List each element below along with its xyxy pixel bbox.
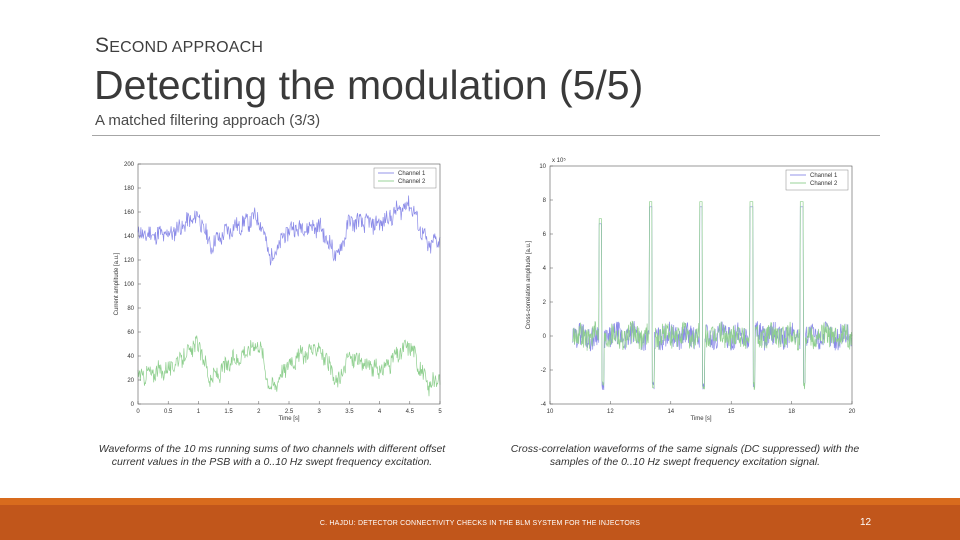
x-tick-label: 14 [667,409,674,415]
kicker-rest: ECOND APPROACH [109,39,264,56]
x-tick-label: 3.5 [345,409,354,415]
x-tick-label: 15 [728,409,735,415]
y-tick-label: 60 [127,330,134,336]
y-axis-label: Cross-correlation amplitude [a.u.] [526,240,532,329]
y-tick-label: 0 [131,402,135,408]
footer-bar [0,505,960,540]
y-tick-label: 180 [124,186,135,192]
y-tick-label: -2 [541,368,547,374]
y-tick-label: 160 [124,210,135,216]
x-tick-label: 10 [547,409,554,415]
y-tick-label: 200 [124,162,135,168]
x-tick-label: 0.5 [164,409,173,415]
kicker-initial: S [95,34,110,57]
slide-title: Detecting the modulation (5/5) [94,62,644,108]
y-tick-label: 0 [543,334,547,340]
x-tick-label: 2 [257,409,261,415]
cross-correlation-chart-svg: -4 -2 0 2 4 6 8 10 10 12 14 15 18 20 Time [s] Cross-cor… [526,157,856,422]
series-line-2 [137,335,441,397]
series-line-2 [572,201,853,390]
y-tick-label: 120 [124,258,135,264]
x-tick-label: 3 [318,409,322,415]
legend-label-2: Channel 2 [810,181,838,187]
x-tick-label: 12 [607,409,614,415]
waveform-plot: 0 20 40 60 80 100 120 140 160 180 200 0 0.5 1 1.5 2 2.5 3… [92,152,452,422]
series-line-1 [572,206,853,391]
series-line-1 [137,195,441,266]
y-tick-label: 4 [543,266,547,272]
cross-correlation-plot: -4 -2 0 2 4 6 8 10 10 12 14 15 18 20 Time [s] Cross-cor… [512,152,862,422]
y-tick-label: -4 [541,402,547,408]
x-axis-label: Time [s] [278,416,299,422]
y-tick-label: 6 [543,232,547,238]
x-tick-label: 4 [378,409,382,415]
y-tick-label: 20 [127,378,134,384]
y-tick-label: 40 [127,354,134,360]
y-tick-label: 80 [127,306,134,312]
waveform-chart-svg: 0 20 40 60 80 100 120 140 160 180 200 0 0.5 1 1.5 2 2.5 3… [114,162,442,422]
x-tick-label: 2.5 [285,409,294,415]
x-tick-label: 20 [849,409,856,415]
y-tick-label: 8 [543,198,547,204]
plot-frame [137,163,441,405]
y-tick-label: 2 [543,300,547,306]
x-tick-label: 0 [136,409,140,415]
footer-accent-bar [0,498,960,505]
y-multiplier-label: x 10⁵ [552,157,566,164]
x-axis-label: Time [s] [690,416,711,422]
y-tick-label: 100 [124,282,135,288]
legend-label-1: Channel 1 [810,173,838,179]
footer-text: C. HAJDU: DETECTOR CONNECTIVITY CHECKS I… [319,520,641,527]
y-tick-label: 10 [539,164,546,170]
caption-right: Cross-correlation waveforms of the same … [510,443,860,468]
y-axis-label: Current amplitude [a.u.] [114,252,120,315]
x-tick-label: 4.5 [406,409,415,415]
page-number: 12 [860,517,872,528]
y-tick-label: 140 [124,234,135,240]
legend-label-2: Channel 2 [398,179,426,185]
title-divider [92,135,880,136]
caption-left: Waveforms of the 10 ms running sums of t… [98,443,446,468]
x-tick-label: 1.5 [224,409,233,415]
plot-frame [549,165,853,405]
x-tick-label: 1 [197,409,201,415]
legend-label-1: Channel 1 [398,171,426,177]
x-tick-label: 5 [438,409,442,415]
section-kicker: SECOND APPROACH [95,34,263,58]
slide-subtitle: A matched filtering approach (3/3) [95,112,321,129]
x-tick-label: 18 [788,409,795,415]
